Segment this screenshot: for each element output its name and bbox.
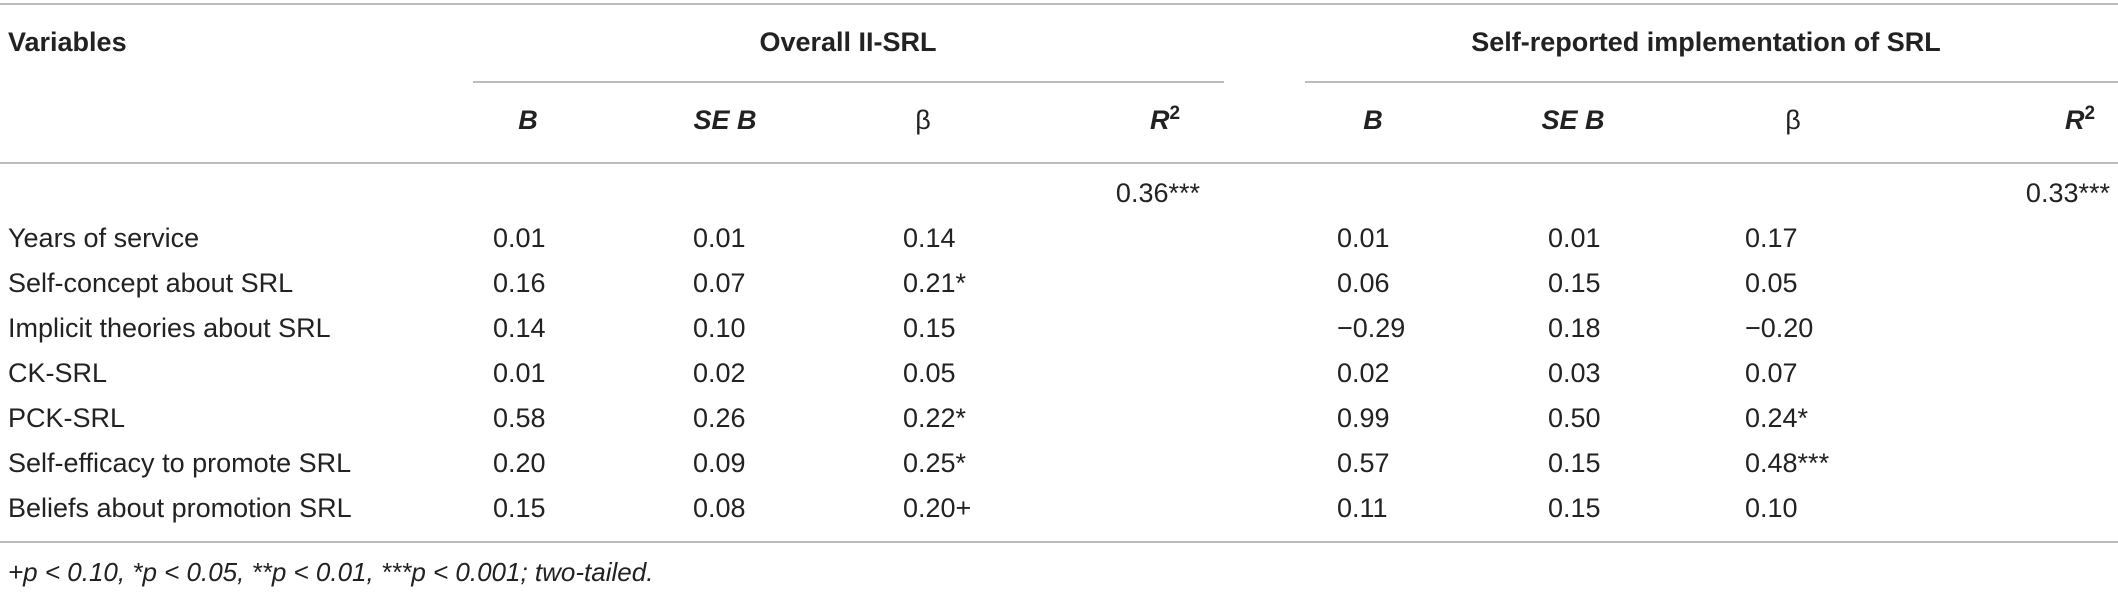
- cell-g2-2: 0.15: [1548, 493, 1601, 523]
- column-header-label: β: [915, 105, 931, 135]
- column-header-label: R: [2064, 105, 2085, 135]
- row-label: Self-efficacy to promote SRL: [8, 448, 352, 478]
- cell-g2-2: 0.15: [1548, 448, 1601, 478]
- cell-g1-1: 0.01: [493, 358, 546, 388]
- cell-g1-3: 0.14: [903, 223, 956, 253]
- cell-g2-2: 0.01: [1548, 223, 1601, 253]
- cell-g2-1: 0.06: [1337, 268, 1390, 298]
- cell-g2-1: 0.11: [1337, 493, 1388, 523]
- column-header-label: B: [518, 105, 538, 135]
- cell-g1-2: 0.02: [693, 358, 746, 388]
- column-header-superscript: 2: [1169, 103, 1181, 124]
- r2-group2: 0.33***: [2025, 178, 2110, 208]
- row-label: CK-SRL: [8, 358, 108, 388]
- cell-g1-3: 0.21*: [903, 268, 967, 298]
- cell-g1-2: 0.08: [693, 493, 746, 523]
- cell-g1-1: 0.15: [493, 493, 546, 523]
- row-label: Years of service: [8, 223, 200, 253]
- cell-g1-2: 0.10: [693, 313, 746, 343]
- column-header-label: R: [1149, 105, 1170, 135]
- group1-header: Overall II-SRL: [759, 27, 937, 57]
- cell-g1-3: 0.22*: [903, 403, 967, 433]
- column-header-label: B: [1363, 105, 1383, 135]
- cell-g2-1: 0.99: [1337, 403, 1390, 433]
- cell-g2-1: −0.29: [1337, 313, 1406, 343]
- cell-g1-1: 0.01: [493, 223, 546, 253]
- column-header-superscript: 2: [2084, 103, 2096, 124]
- column-header-label: SE B: [693, 105, 757, 135]
- cell-g2-2: 0.18: [1548, 313, 1601, 343]
- column-header-g1-2: SE B: [693, 104, 756, 136]
- cell-g1-1: 0.14: [493, 313, 546, 343]
- header-bottom-rule: [0, 162, 2118, 164]
- cell-g1-2: 0.09: [693, 448, 746, 478]
- column-header-label: β: [1785, 105, 1801, 135]
- column-header-g1-1: B: [518, 104, 538, 136]
- cell-g1-3: 0.20+: [903, 493, 972, 523]
- cell-g1-3: 0.25*: [903, 448, 967, 478]
- row-label: Self-concept about SRL: [8, 268, 294, 298]
- cell-g1-1: 0.20: [493, 448, 546, 478]
- cell-g1-2: 0.26: [693, 403, 746, 433]
- column-header-g2-1: B: [1363, 104, 1383, 136]
- row-label: Beliefs about promotion SRL: [8, 493, 352, 523]
- cell-g1-2: 0.07: [693, 268, 746, 298]
- cell-g2-3: 0.17: [1745, 223, 1798, 253]
- table-footnote: +p < 0.10, *p < 0.05, **p < 0.01, ***p <…: [8, 557, 654, 587]
- cell-g2-2: 0.50: [1548, 403, 1601, 433]
- column-header-g2-2: SE B: [1541, 104, 1604, 136]
- group2-header: Self-reported implementation of SRL: [1471, 27, 1941, 57]
- cell-g1-3: 0.15: [903, 313, 956, 343]
- column-header-label: SE B: [1541, 105, 1605, 135]
- cell-g2-3: 0.07: [1745, 358, 1798, 388]
- cell-g1-3: 0.05: [903, 358, 956, 388]
- r2-group1: 0.36***: [1115, 178, 1200, 208]
- cell-g1-2: 0.01: [693, 223, 746, 253]
- cell-g2-1: 0.01: [1337, 223, 1390, 253]
- variables-header: Variables: [8, 27, 127, 57]
- cell-g2-1: 0.02: [1337, 358, 1390, 388]
- cell-g2-3: 0.05: [1745, 268, 1798, 298]
- column-header-g2-3: β: [1785, 104, 1801, 136]
- row-label: Implicit theories about SRL: [8, 313, 331, 343]
- row-label: PCK-SRL: [8, 403, 126, 433]
- column-header-g1-3: β: [915, 104, 931, 136]
- cell-g2-3: 0.10: [1745, 493, 1798, 523]
- table-bottom-rule: [0, 541, 2118, 543]
- group2-underline: [1305, 81, 2118, 83]
- cell-g2-2: 0.03: [1548, 358, 1601, 388]
- column-header-g1-4: R2: [1150, 104, 1180, 136]
- group1-underline: [473, 81, 1224, 83]
- cell-g2-3: 0.24*: [1745, 403, 1809, 433]
- column-header-g2-4: R2: [2065, 104, 2095, 136]
- cell-g2-3: −0.20: [1745, 313, 1814, 343]
- cell-g1-1: 0.16: [493, 268, 546, 298]
- cell-g2-1: 0.57: [1337, 448, 1390, 478]
- cell-g2-3: 0.48***: [1745, 448, 1830, 478]
- top-rule: [0, 3, 2118, 5]
- cell-g1-1: 0.58: [493, 403, 546, 433]
- cell-g2-2: 0.15: [1548, 268, 1601, 298]
